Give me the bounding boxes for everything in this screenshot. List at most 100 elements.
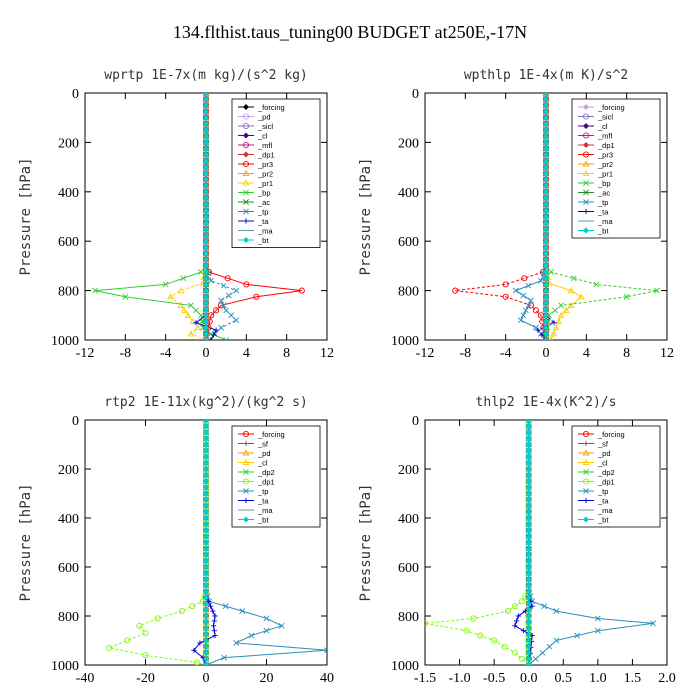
data-point [542,299,550,306]
legend-swatch-marker-shape [582,141,590,149]
data-point [202,496,210,503]
data-point-shape [542,164,550,171]
data-point [452,287,459,294]
legend-swatch-marker [243,189,249,196]
data-point [555,317,562,325]
data-point-shape [511,649,518,656]
x-tick-label: 0.5 [555,671,573,686]
data-point-shape [514,618,520,624]
data-point-shape [202,576,210,583]
data-point [202,157,210,164]
data-point-shape [202,275,210,282]
data-point [202,649,210,656]
x-tick-label: 8 [623,346,630,361]
data-point-shape [525,472,532,479]
data-point-shape [542,293,550,300]
data-point [228,312,235,319]
data-point [542,287,550,294]
data-point [167,293,175,300]
data-point [202,423,210,430]
data-point-shape [202,594,210,601]
data-point-shape [202,157,210,164]
data-point-shape [162,281,169,288]
data-point [525,453,532,460]
legend-label: _ac [257,198,270,207]
data-point [542,213,550,220]
data-point [162,281,169,288]
data-point-shape [202,453,210,460]
data-point-shape [203,420,209,423]
data-point [511,649,518,656]
x-tick-label: -1.0 [448,671,470,686]
data-point [542,133,550,140]
data-point [525,619,532,626]
series-line-tp [205,93,238,340]
x-tick-label: -12 [76,346,95,361]
data-point-shape [515,613,521,619]
data-point [194,324,202,331]
legend-label: _forcing [257,430,285,439]
data-point-shape [202,527,210,534]
data-point-shape [542,287,550,294]
y-tick-label: 1000 [391,334,419,349]
data-point [193,659,200,665]
legend-label: _pr2 [597,160,613,169]
data-point [542,275,550,282]
legend-swatch-marker-shape [582,151,590,158]
data-point-shape [542,151,550,158]
data-point [542,293,550,300]
legend-swatch-marker [242,179,250,186]
data-point [211,628,217,634]
data-point-shape [253,293,260,300]
data-point-shape [525,459,532,466]
legend-swatch-marker-shape [243,488,249,494]
data-point [202,293,210,300]
data-point-shape [512,287,519,294]
data-point [542,170,550,177]
data-point [623,293,630,300]
data-point-shape [202,563,210,571]
data-point [122,293,129,300]
x-tick-label: 12 [660,346,674,361]
data-point [202,102,210,109]
data-point-shape [202,299,210,306]
data-point [511,603,518,610]
legend-swatch-marker [582,449,590,456]
legend-swatch-marker-shape [582,122,590,130]
data-point-shape [177,301,185,308]
data-point-shape [92,287,99,294]
legend-swatch-marker-shape [582,516,590,523]
data-point [233,317,240,324]
legend-label: _pr3 [257,160,273,169]
legend-label: _dp2 [257,468,275,477]
data-point [542,151,550,158]
series-group [106,420,327,665]
data-point [263,615,270,622]
data-point [225,292,232,299]
data-point [263,627,270,634]
data-point-shape [525,576,532,583]
data-point-shape [525,447,532,454]
legend-swatch-marker [242,478,250,485]
data-point [562,306,570,313]
data-point [552,307,558,314]
legend-swatch-marker-shape [582,430,590,438]
legend-label: _pr1 [257,179,273,188]
data-point [202,219,210,226]
data-point-shape [202,588,210,595]
data-point [210,623,217,629]
data-point [202,557,210,564]
data-point-shape [191,647,197,653]
x-tick-label: 0.0 [520,671,538,686]
data-point-shape [202,606,210,613]
data-point [525,472,532,479]
data-point [542,219,550,226]
data-point-shape [525,478,532,485]
data-point [557,311,565,318]
data-point-shape [549,336,554,340]
data-point-shape [525,490,532,497]
data-point-shape [477,632,484,639]
legend-swatch-marker-shape [243,199,249,205]
data-point-shape [521,275,528,282]
data-point-shape [202,324,210,331]
